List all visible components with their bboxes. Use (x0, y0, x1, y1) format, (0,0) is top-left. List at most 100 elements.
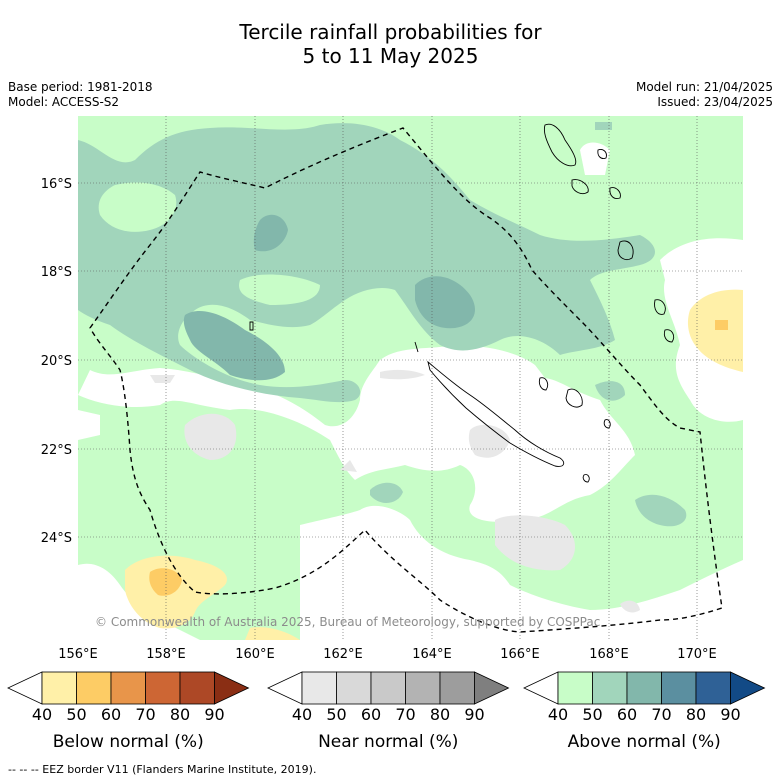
issued-date: Issued: 23/04/2025 (657, 95, 773, 109)
colorbar-segment (592, 671, 628, 705)
y-axis: 16°S 18°S 20°S 22°S 24°S (41, 177, 72, 546)
colorbar-segment (336, 671, 372, 705)
y-tick-label: 16°S (41, 177, 72, 192)
colorbar-tick-label: 70 (395, 705, 415, 724)
island-coast (538, 377, 549, 391)
colorbar-label: Below normal (%) (53, 732, 204, 752)
island-coast (249, 321, 254, 331)
colorbar-segment (145, 671, 181, 705)
x-tick-label: 166°E (500, 647, 540, 662)
above-normal-70-region (253, 214, 288, 252)
colorbar-segment (626, 671, 662, 705)
meta-left: Base period: 1981-2018 Model: ACCESS-S2 (8, 80, 153, 110)
island-coast (565, 388, 583, 408)
colorbar-low-extend (7, 671, 43, 705)
x-tick-label: 162°E (323, 647, 363, 662)
colorbar-tick-label: 70 (651, 705, 671, 724)
colorbar-segment (695, 671, 731, 705)
x-tick-label: 160°E (235, 647, 275, 662)
above-normal-60-region (98, 182, 177, 232)
island-coast (617, 240, 634, 261)
above-normal-70-region (415, 276, 475, 329)
above-normal-60-region (635, 494, 687, 527)
below-normal-50-region (245, 627, 300, 640)
above-normal-60-region (78, 123, 655, 403)
colorbar-segment (439, 671, 475, 705)
colorbar-segment (661, 671, 697, 705)
map-area (78, 116, 743, 640)
below-normal-50-region (687, 289, 743, 372)
colorbar-tick-label: 70 (135, 705, 155, 724)
island-coast (597, 149, 607, 159)
colorbar-3: 40 50 60 70 80 90 Above normal (%) (523, 671, 766, 752)
no-signal-region (78, 410, 100, 440)
near-normal-50-region (620, 600, 640, 613)
y-tick-label: 22°S (41, 443, 72, 458)
colorbar-tick-label: 90 (720, 705, 740, 724)
colorbar-high-extend (214, 671, 250, 705)
x-tick-label: 164°E (412, 647, 452, 662)
near-normal-50-region (150, 375, 175, 383)
island-coast (543, 123, 577, 167)
colorbar-tick-label: 80 (430, 705, 450, 724)
new-caledonia-coast (427, 360, 565, 467)
colorbar-tick-label: 90 (204, 705, 224, 724)
colorbar-2: 40 50 60 70 80 90 Near normal (%) (267, 671, 510, 752)
eez-footer-note: -- -- -- EEZ border V11 (Flanders Marine… (8, 763, 317, 776)
colorbar-tick-label: 40 (32, 705, 52, 724)
no-signal-region (78, 563, 200, 640)
island-coast (654, 299, 666, 315)
colorbar-segment (179, 671, 215, 705)
map-title: Tercile rainfall probabilities for 5 to … (0, 20, 781, 68)
above-normal-60-region (239, 274, 320, 305)
title-line-1: Tercile rainfall probabilities for (239, 20, 542, 44)
colorbar-tick-label: 40 (548, 705, 568, 724)
colorbar-tick-label: 50 (326, 705, 346, 724)
no-signal-region (78, 345, 635, 522)
colorbar-low-extend (267, 671, 303, 705)
near-normal-50-region (380, 369, 425, 380)
near-normal-50-region (468, 424, 510, 458)
colorbar-tick-label: 50 (66, 705, 86, 724)
above-normal-60-region (595, 381, 625, 401)
colorbar-tick-label: 80 (170, 705, 190, 724)
model-name: Model: ACCESS-S2 (8, 95, 120, 109)
colorbar-segment (301, 671, 337, 705)
island-coast (582, 474, 590, 483)
x-tick-label: 168°E (589, 647, 629, 662)
grid (78, 116, 743, 640)
colorbar-segment (76, 671, 112, 705)
island-coast (603, 419, 611, 429)
island-coast (609, 187, 621, 199)
colorbar-low-extend (523, 671, 559, 705)
x-tick-label: 170°E (677, 647, 717, 662)
island-coast (663, 329, 675, 343)
colorbar-tick-label: 80 (686, 705, 706, 724)
colorbar-segment (405, 671, 441, 705)
near-normal-50-region (340, 460, 357, 472)
title-line-2: 5 to 11 May 2025 (302, 44, 479, 68)
colorbar-tick-label: 40 (292, 705, 312, 724)
colorbar-segment (110, 671, 146, 705)
y-tick-label: 20°S (41, 354, 72, 369)
colorbar-segment (370, 671, 406, 705)
colorbar-tick-label: 60 (617, 705, 637, 724)
base-period: Base period: 1981-2018 (8, 80, 153, 94)
colorbar-label: Near normal (%) (318, 732, 458, 752)
colorbar-high-extend (474, 671, 510, 705)
above-normal-60-region (370, 482, 403, 503)
colorbar-tick-label: 60 (361, 705, 381, 724)
y-tick-label: 18°S (41, 265, 72, 280)
near-normal-50-region (184, 413, 237, 460)
meta-right: Model run: 21/04/2025 Issued: 23/04/2025 (636, 80, 773, 110)
x-tick-label: 158°E (146, 647, 186, 662)
island-coast (571, 179, 589, 195)
x-axis: 156°E 158°E 160°E 162°E 164°E 166°E 168°… (58, 647, 717, 662)
near-normal-50-region (495, 515, 576, 571)
colorbar-tick-label: 50 (582, 705, 602, 724)
x-tick-label: 156°E (58, 647, 98, 662)
model-run: Model run: 21/04/2025 (635, 80, 773, 94)
colorbar-label: Above normal (%) (568, 732, 721, 752)
colorbar-high-extend (730, 671, 766, 705)
